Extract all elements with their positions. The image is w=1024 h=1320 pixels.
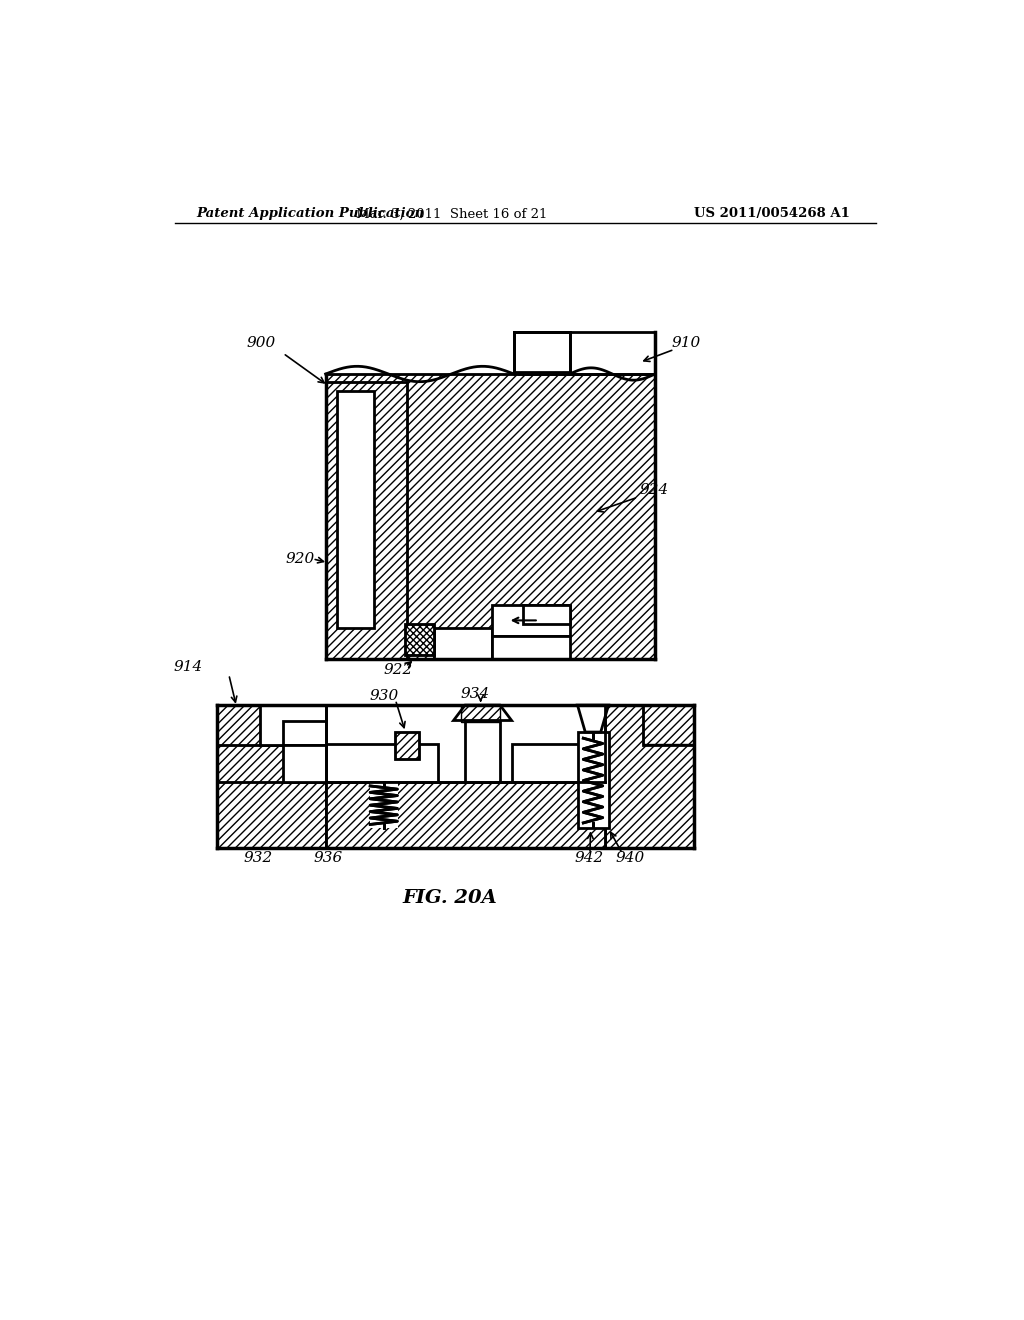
Text: 932: 932 <box>244 850 272 865</box>
Text: 924: 924 <box>640 483 669 496</box>
Bar <box>493 636 569 659</box>
Text: 942: 942 <box>574 850 604 865</box>
Text: FIG. 20A: FIG. 20A <box>402 888 497 907</box>
Text: 920: 920 <box>286 552 314 566</box>
Bar <box>643 705 693 743</box>
Bar <box>326 374 655 659</box>
Bar <box>461 705 500 722</box>
Bar <box>578 733 608 829</box>
Text: Mar. 3, 2011  Sheet 16 of 21: Mar. 3, 2011 Sheet 16 of 21 <box>356 207 548 220</box>
Bar <box>514 331 569 372</box>
Bar <box>604 705 693 847</box>
Text: 900: 900 <box>247 337 275 350</box>
Text: 910: 910 <box>672 337 700 350</box>
Bar <box>370 781 397 829</box>
Bar <box>326 374 655 659</box>
Bar <box>519 331 655 374</box>
Bar <box>326 781 604 847</box>
Bar <box>337 391 375 628</box>
Bar <box>326 781 604 847</box>
Bar <box>523 605 569 624</box>
Text: 930: 930 <box>369 689 398 702</box>
Bar <box>326 381 407 659</box>
Bar <box>512 743 604 781</box>
Text: Patent Application Publication: Patent Application Publication <box>197 207 424 220</box>
Bar <box>461 705 500 722</box>
Text: US 2011/0054268 A1: US 2011/0054268 A1 <box>693 207 850 220</box>
Text: 922: 922 <box>383 664 413 677</box>
Bar <box>326 743 438 781</box>
Text: 936: 936 <box>313 850 343 865</box>
Polygon shape <box>454 705 512 721</box>
Bar <box>493 605 569 636</box>
Bar <box>580 734 606 826</box>
Bar <box>643 705 693 743</box>
Bar <box>465 721 500 781</box>
Bar <box>217 744 326 781</box>
Bar <box>217 705 326 847</box>
Bar <box>604 705 693 847</box>
Bar <box>283 744 326 781</box>
Bar <box>406 624 434 655</box>
Bar <box>395 733 419 759</box>
Text: 914: 914 <box>174 660 203 673</box>
Bar <box>643 705 693 744</box>
Bar <box>260 705 326 744</box>
Bar <box>217 705 326 847</box>
Bar <box>434 628 493 659</box>
Bar <box>326 381 407 659</box>
Bar <box>217 744 326 781</box>
Text: 934: 934 <box>461 686 489 701</box>
Bar <box>283 721 326 744</box>
Polygon shape <box>578 705 608 733</box>
Text: 940: 940 <box>615 850 645 865</box>
Bar <box>395 733 419 759</box>
Bar <box>406 624 434 655</box>
